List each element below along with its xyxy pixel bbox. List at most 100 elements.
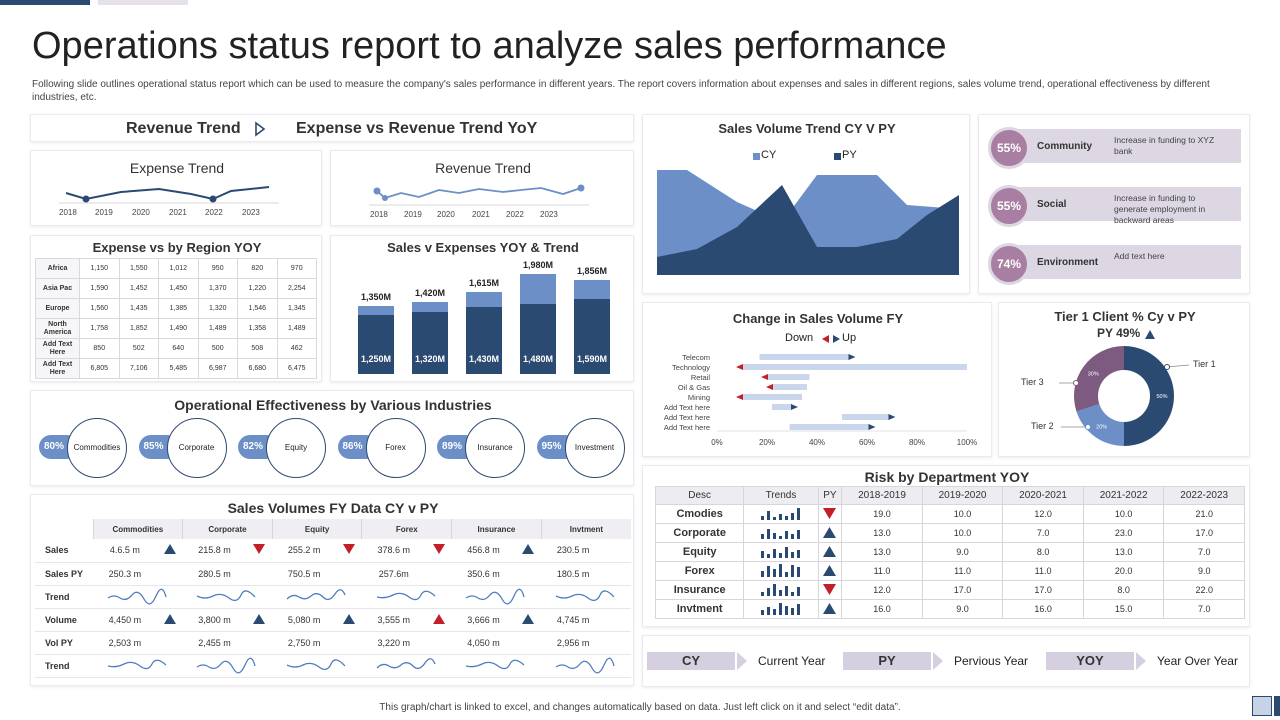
table-header: PY bbox=[817, 486, 843, 505]
up-arrow-icon bbox=[522, 544, 535, 555]
table-cell: 250.3 m bbox=[93, 562, 157, 586]
row-label: Add Text Here bbox=[35, 338, 80, 359]
table-row: Sales PY 250.3 m 280.5 m 750.5 m 257.6m 350.6… bbox=[35, 562, 631, 586]
expense-year-label: 2023 bbox=[242, 208, 260, 217]
row-label: Volume bbox=[35, 608, 93, 632]
up-arrow-icon bbox=[823, 602, 837, 614]
table-cell: 6,987 bbox=[197, 358, 238, 379]
csr-label: Community bbox=[1037, 141, 1092, 152]
arrow-cell bbox=[156, 631, 183, 655]
arrow-cell bbox=[156, 562, 183, 586]
region-title: Expense vs by Region YOY bbox=[92, 240, 262, 255]
table-cell: 12.0 bbox=[1002, 504, 1084, 524]
arrow-cell bbox=[605, 562, 631, 586]
corner-square-light bbox=[1252, 696, 1272, 716]
bar-segment-dark bbox=[520, 304, 556, 374]
csr-pct: 55% bbox=[996, 199, 1022, 213]
csr-circle bbox=[988, 185, 1030, 227]
table-cell: 1,852 bbox=[118, 318, 159, 339]
revenue-year-label: 2023 bbox=[540, 210, 558, 219]
csr-desc: Increase in funding to XYZ bank bbox=[1114, 135, 1215, 156]
arrow-cell bbox=[515, 539, 542, 563]
tab-revenue-trend[interactable]: Revenue Trend bbox=[126, 120, 241, 137]
effectiveness-label: Equity bbox=[284, 443, 308, 452]
key-tag-label: PY bbox=[878, 653, 896, 668]
expense-year-label: 2021 bbox=[169, 208, 187, 217]
table-cell: 8.0 bbox=[1082, 580, 1165, 600]
table-cell: 1,560 bbox=[79, 298, 120, 319]
table-row: Add Text Here 6,805 7,106 5,485 6,987 6,680 6,… bbox=[35, 358, 317, 379]
row-label: Insurance bbox=[654, 580, 745, 600]
trend-minibars bbox=[760, 528, 800, 539]
table-header: Insurance bbox=[451, 519, 542, 539]
table-cell: 2,254 bbox=[276, 278, 317, 299]
table-cell: 850 bbox=[79, 338, 120, 359]
table-cell: 6,475 bbox=[276, 358, 317, 379]
py-cell bbox=[817, 580, 843, 600]
tier-up-icon bbox=[1145, 330, 1155, 339]
trend-cell bbox=[743, 523, 819, 543]
trend-sparkline bbox=[376, 657, 436, 669]
legend-down-up-icon bbox=[822, 335, 840, 343]
bar-segment-light bbox=[466, 292, 502, 307]
tab-expense-vs-revenue[interactable]: Expense vs Revenue Trend YoY bbox=[296, 120, 538, 137]
table-row: North America 1,758 1,852 1,490 1,489 1,358 1,… bbox=[35, 318, 317, 339]
table-row: Invtment 16.0 9.0 16.0 15.0 7.0 bbox=[654, 599, 1245, 619]
table-cell: 378.6 m bbox=[361, 539, 426, 563]
trend-sparkline bbox=[466, 659, 525, 669]
effectiveness-circle bbox=[67, 418, 127, 478]
key-text: Pervious Year bbox=[954, 654, 1029, 668]
table-cell: 456.8 m bbox=[451, 539, 516, 563]
top-accent-bar bbox=[0, 0, 90, 5]
table-cell: 1,546 bbox=[237, 298, 278, 319]
region-table: Africa 1,150 1,550 1,012 950 820 970 Asia Pac 1,… bbox=[35, 258, 317, 379]
down-arrow-icon bbox=[432, 544, 445, 555]
trend-cell bbox=[361, 585, 452, 609]
row-label: North America bbox=[35, 318, 80, 339]
table-header: Forex bbox=[361, 519, 452, 539]
effectiveness-circle bbox=[365, 418, 426, 478]
trend-cell bbox=[743, 542, 819, 562]
volume-trend-title: Sales Volume Trend CY V PY bbox=[718, 121, 896, 136]
arrow-cell bbox=[246, 562, 273, 586]
table-cell: 1,489 bbox=[276, 318, 317, 339]
down-arrow-icon bbox=[761, 374, 768, 380]
row-label: Corporate bbox=[654, 523, 745, 543]
trend-cell bbox=[182, 654, 273, 678]
csr-desc: Add text here bbox=[1114, 251, 1165, 261]
table-cell: 1,220 bbox=[237, 278, 278, 299]
arrow-cell bbox=[335, 562, 362, 586]
effectiveness-pct: 85% bbox=[143, 441, 164, 452]
trend-sparkline bbox=[555, 657, 615, 673]
table-cell: 23.0 bbox=[1082, 523, 1165, 543]
csr-pct: 74% bbox=[996, 257, 1022, 271]
table-cell: 7.0 bbox=[1163, 542, 1245, 562]
table-cell: 3,800 m bbox=[182, 608, 247, 632]
table-row: Vol PY 2,503 m 2,455 m 2,750 m 3,220 m 4,050 … bbox=[35, 631, 631, 655]
trend-cell bbox=[451, 585, 542, 609]
table-row: Equity 13.0 9.0 8.0 13.0 7.0 bbox=[654, 542, 1245, 562]
csr-circle bbox=[988, 243, 1030, 285]
corner-square-dark bbox=[1274, 696, 1280, 716]
bar-segment-light bbox=[574, 280, 610, 300]
tier3-label: Tier 3 bbox=[1021, 377, 1044, 387]
change-bar bbox=[772, 404, 792, 410]
effectiveness-label: Investment bbox=[574, 443, 615, 452]
bar-top-label: 1,615M bbox=[468, 278, 500, 289]
effectiveness-pct: 82% bbox=[242, 441, 263, 452]
table-cell: 350.6 m bbox=[451, 562, 516, 586]
up-arrow-icon bbox=[791, 404, 798, 410]
row-label: Add Text Here bbox=[35, 358, 80, 379]
effectiveness-pct: 80% bbox=[43, 441, 64, 452]
table-row: Forex 11.0 11.0 11.0 20.0 9.0 bbox=[654, 561, 1245, 581]
trend-minibars bbox=[760, 507, 800, 520]
up-arrow-icon bbox=[163, 613, 176, 624]
trend-cell bbox=[182, 585, 273, 609]
table-cell: 640 bbox=[158, 338, 199, 359]
bar-top-label: 1,420M bbox=[414, 288, 446, 299]
effectiveness-pct: 89% bbox=[441, 441, 462, 452]
table-header: 2018-2019 bbox=[841, 486, 923, 505]
revenue-trend-sparkline bbox=[369, 184, 589, 206]
table-cell: 1,370 bbox=[197, 278, 238, 299]
table-cell: 1,550 bbox=[118, 258, 159, 279]
